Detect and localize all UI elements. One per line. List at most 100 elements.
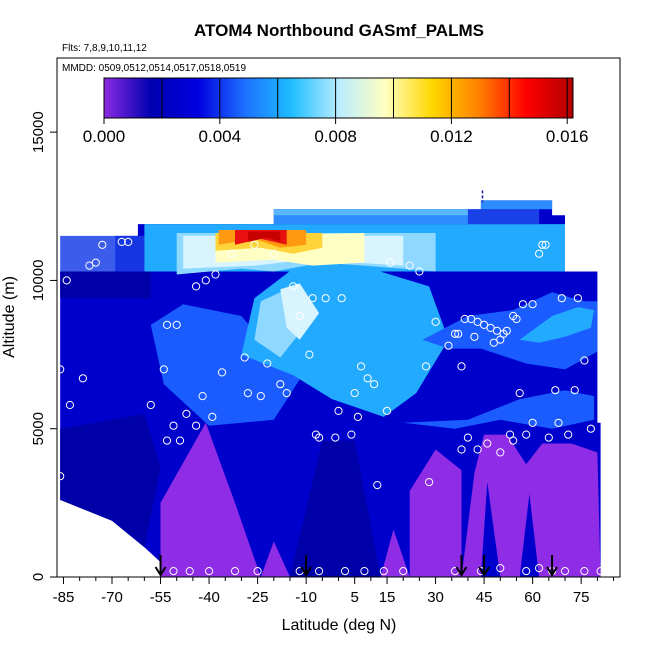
observation-point-51 bbox=[382, 406, 392, 415]
field-pale-south bbox=[280, 283, 320, 340]
y-axis: 0 5000 10000 15000 bbox=[30, 111, 57, 581]
profile-arrow-3 bbox=[478, 555, 490, 577]
observation-point-9 bbox=[124, 237, 133, 246]
observation-point-1 bbox=[57, 472, 65, 481]
observation-point-30 bbox=[263, 359, 272, 368]
observation-point-61 bbox=[457, 362, 466, 371]
observation-point-25 bbox=[227, 249, 236, 258]
observation-point-102 bbox=[230, 567, 240, 576]
concentration-field bbox=[60, 200, 601, 577]
observation-point-98 bbox=[586, 424, 596, 433]
observation-point-41 bbox=[331, 433, 340, 442]
observation-point-46 bbox=[353, 412, 362, 421]
observation-point-50 bbox=[373, 481, 382, 490]
observation-point-100 bbox=[185, 567, 194, 576]
colorbar-tick-label-2: 0.008 bbox=[314, 127, 357, 146]
observation-point-92 bbox=[554, 418, 563, 427]
observation-point-77 bbox=[502, 326, 511, 335]
observation-point-7 bbox=[98, 240, 107, 249]
observation-point-57 bbox=[431, 317, 440, 326]
colorbar-ticks: 0.000 0.004 0.008 0.012 0.016 bbox=[83, 118, 589, 146]
x-tick-label-15: 15 bbox=[379, 589, 396, 606]
observation-point-91 bbox=[551, 386, 560, 395]
observation-point-85 bbox=[528, 418, 537, 427]
colorbar-bar bbox=[103, 77, 574, 119]
observation-point-60 bbox=[454, 329, 463, 338]
observation-point-75 bbox=[496, 448, 505, 457]
observation-point-45 bbox=[350, 389, 359, 398]
field-top-edge bbox=[273, 209, 481, 216]
observation-point-6 bbox=[91, 258, 100, 267]
field-lower-south bbox=[60, 413, 161, 548]
observation-point-89 bbox=[541, 240, 550, 249]
observation-point-8 bbox=[117, 237, 126, 246]
observation-point-90 bbox=[544, 433, 553, 442]
observation-point-105 bbox=[315, 567, 324, 576]
observation-point-54 bbox=[415, 267, 424, 276]
observation-point-88 bbox=[538, 240, 547, 249]
observation-point-0 bbox=[57, 365, 65, 374]
observation-point-96 bbox=[573, 294, 583, 303]
observation-point-48 bbox=[363, 374, 372, 383]
observation-point-13 bbox=[162, 436, 172, 445]
x-tick-label-75: 75 bbox=[573, 589, 590, 606]
observation-point-28 bbox=[250, 240, 259, 249]
x-axis-label: Latitude (deg N) bbox=[282, 617, 397, 634]
field-purple-wedge bbox=[260, 541, 290, 577]
observation-point-113 bbox=[522, 567, 531, 576]
observation-point-84 bbox=[522, 430, 531, 439]
observation-point-32 bbox=[276, 380, 285, 389]
colorbar-tick-label-3: 0.012 bbox=[430, 127, 473, 146]
observation-point-22 bbox=[208, 412, 217, 421]
colorbar-tick-label-0: 0.000 bbox=[83, 127, 126, 146]
observation-point-5 bbox=[85, 261, 94, 270]
observation-point-109 bbox=[399, 567, 408, 576]
x-tick-label--40: -40 bbox=[198, 589, 220, 606]
observation-point-106 bbox=[340, 567, 350, 576]
observation-point-72 bbox=[489, 338, 498, 347]
x-tick-label-30: 30 bbox=[427, 589, 444, 606]
field-purple-south bbox=[160, 422, 261, 577]
observation-point-11 bbox=[159, 365, 168, 374]
x-tick-label-45: 45 bbox=[476, 589, 493, 606]
observation-point-47 bbox=[357, 362, 366, 371]
observation-point-116 bbox=[560, 567, 570, 576]
observation-point-21 bbox=[201, 276, 210, 285]
observation-point-118 bbox=[596, 567, 605, 576]
observation-point-40 bbox=[321, 294, 330, 303]
observation-point-44 bbox=[347, 430, 356, 439]
field-lower-mid bbox=[290, 440, 381, 577]
observation-point-107 bbox=[360, 567, 369, 576]
field-purple-north bbox=[409, 449, 462, 577]
field-purple-far-north bbox=[461, 434, 601, 577]
colorbar: 0.000 0.004 0.008 0.012 0.016 bbox=[83, 77, 589, 146]
observation-point-15 bbox=[172, 320, 181, 329]
observation-point-2 bbox=[62, 276, 71, 285]
x-tick-label--25: -25 bbox=[247, 589, 269, 606]
observation-point-73 bbox=[492, 326, 502, 335]
observation-point-117 bbox=[580, 567, 589, 576]
observation-point-33 bbox=[282, 389, 291, 398]
x-tick-label--70: -70 bbox=[101, 589, 123, 606]
observation-point-59 bbox=[450, 329, 460, 338]
observation-point-66 bbox=[470, 332, 479, 341]
x-tick-label--85: -85 bbox=[53, 589, 75, 606]
field-purple-mid bbox=[380, 529, 410, 577]
x-axis: -85 -70 -55 -40 -25 -10 5 15 30 45 60 75 bbox=[53, 577, 615, 606]
x-tick-label--10: -10 bbox=[295, 589, 317, 606]
field-top-north-cap bbox=[480, 200, 553, 210]
field-blue-sliver bbox=[480, 482, 501, 577]
observation-point-36 bbox=[305, 350, 314, 359]
observation-point-114 bbox=[535, 564, 544, 573]
observation-point-12 bbox=[162, 320, 172, 329]
observation-point-26 bbox=[240, 353, 249, 362]
y-tick-label-0: 0 bbox=[30, 573, 47, 581]
colorbar-dividers bbox=[103, 78, 568, 118]
colorbar-tick-label-4: 0.016 bbox=[546, 127, 589, 146]
observation-point-86 bbox=[528, 300, 537, 309]
observation-point-34 bbox=[289, 282, 298, 291]
observation-point-67 bbox=[473, 445, 482, 454]
observation-point-70 bbox=[483, 439, 492, 448]
field-south-mid-dark bbox=[60, 271, 151, 299]
